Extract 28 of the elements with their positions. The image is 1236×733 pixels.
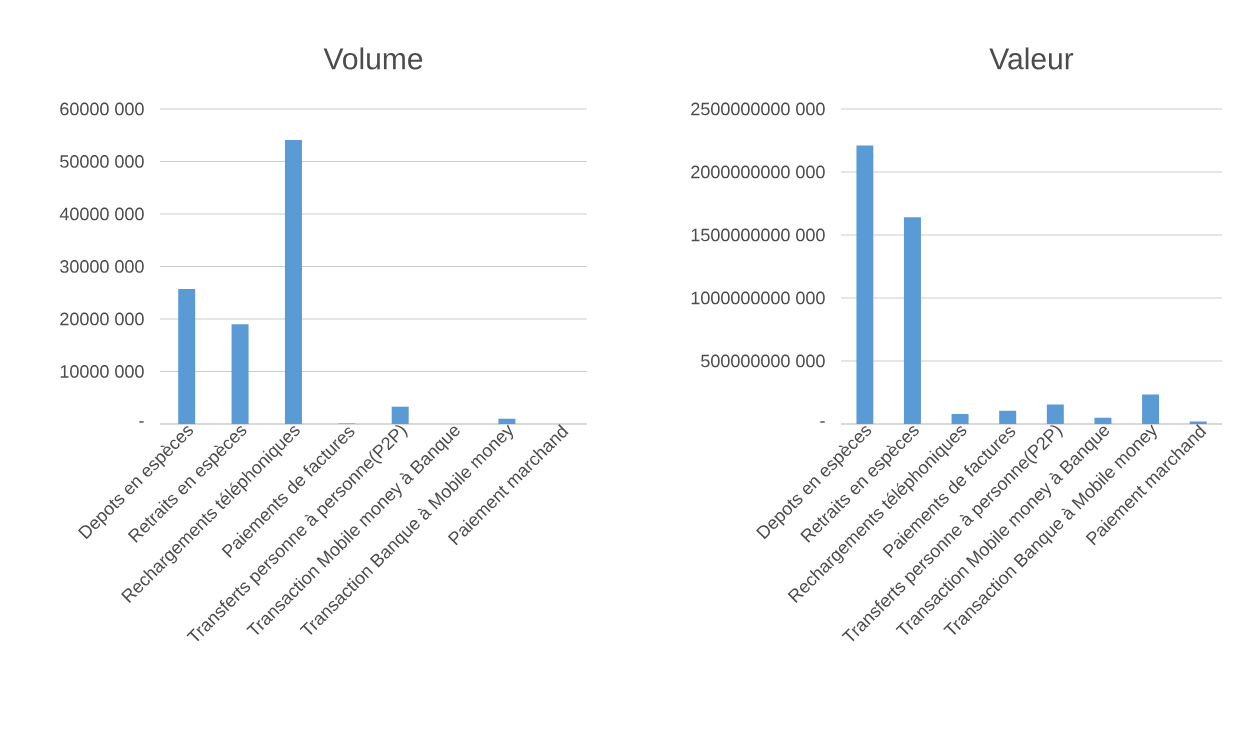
y-tick-label: - (820, 421, 825, 423)
y-tick-label: 2000000000 000 (691, 165, 825, 179)
y-tick-label: 500000000 000 (701, 354, 825, 368)
chart-title: Valeur (989, 47, 1074, 70)
bar (1142, 394, 1160, 424)
y-tick-label: 20000 000 (60, 312, 144, 326)
bar (903, 217, 921, 424)
bar (231, 324, 249, 424)
y-tick-label: 1500000000 000 (691, 228, 825, 242)
chart-title: Volume (323, 47, 423, 70)
y-tick-label: 2500000000 000 (691, 102, 825, 116)
y-tick-label: 50000 000 (60, 155, 144, 168)
bar (1189, 421, 1207, 424)
bar (498, 418, 516, 424)
bar (951, 413, 969, 424)
bar (178, 289, 196, 424)
bar (1094, 417, 1112, 424)
bar (856, 145, 874, 424)
y-tick-label: 30000 000 (60, 260, 144, 273)
y-tick-label: 40000 000 (59, 207, 144, 221)
bar (999, 410, 1017, 424)
y-tick-label: 1000000000 000 (691, 291, 825, 305)
y-tick-label: 10000 000 (60, 365, 144, 378)
y-tick-label: - (139, 421, 144, 423)
y-tick-label: 60000 000 (60, 102, 144, 116)
bar (1046, 404, 1064, 424)
bar (284, 139, 302, 424)
bar (391, 406, 409, 424)
